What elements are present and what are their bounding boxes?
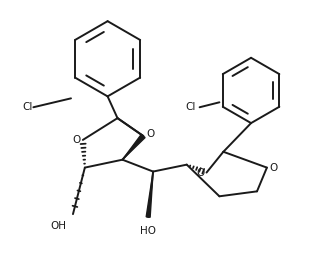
- Text: O: O: [73, 135, 81, 145]
- Text: O: O: [146, 129, 154, 139]
- Text: OH: OH: [50, 221, 66, 231]
- Polygon shape: [146, 172, 153, 217]
- Text: Cl: Cl: [185, 102, 196, 112]
- Text: HO: HO: [140, 226, 156, 236]
- Text: O: O: [270, 163, 278, 173]
- Polygon shape: [122, 134, 145, 160]
- Text: Cl: Cl: [22, 102, 33, 112]
- Text: O: O: [197, 168, 205, 178]
